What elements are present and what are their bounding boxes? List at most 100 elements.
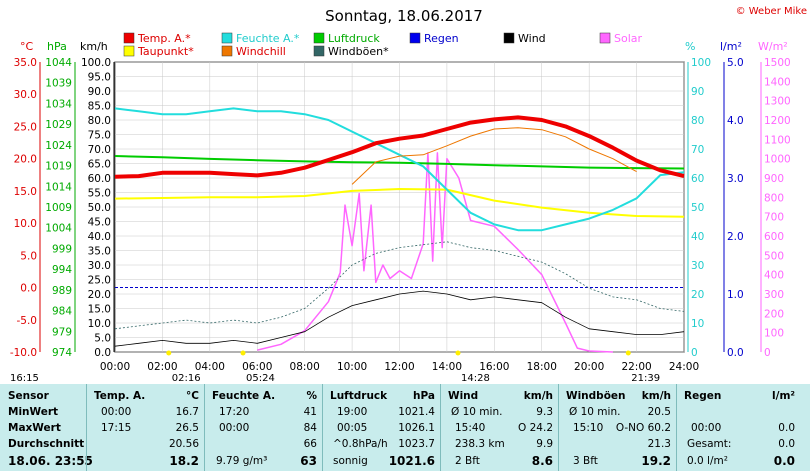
wind-tick-label: 55.0	[88, 188, 111, 200]
solar-tick-label: 300	[764, 289, 784, 301]
wind-tick-label: 40.0	[88, 231, 111, 243]
pressure-tick-label: 1009	[45, 202, 72, 214]
solar-tick-label: 500	[764, 250, 784, 262]
wind-tick-label: 45.0	[88, 217, 111, 229]
series-windchill	[351, 127, 637, 185]
wind-title: Wind	[448, 390, 479, 402]
legend-swatch	[503, 32, 515, 44]
hum-max: 84	[303, 422, 317, 434]
temp-unit: °C	[186, 390, 199, 402]
solar-tick-label: 1100	[764, 134, 791, 146]
row-labels-column: Sensor MinWert MaxWert Durchschnitt 18.0…	[0, 384, 93, 471]
press-current: 1021.6	[388, 454, 435, 468]
gust-max-time: 15:10	[573, 422, 604, 434]
solar-tick-label: 900	[764, 173, 784, 185]
solar-tick-label: 400	[764, 270, 784, 282]
marker-label: 14:28	[461, 373, 490, 384]
pressure-tick-label: 999	[52, 243, 72, 255]
rain-tick-label: 0.0	[727, 347, 744, 359]
marker-label: 21:39	[631, 373, 660, 384]
legend-label: Windchill	[236, 45, 286, 58]
min-label: MinWert	[8, 406, 59, 418]
legend-label: Solar	[614, 32, 643, 45]
wind-tick-label: 0.0	[94, 347, 111, 359]
rain-tick-label: 1.0	[727, 289, 744, 301]
humidity-tick-label: 50	[691, 202, 704, 214]
temp-tick-label: 20.0	[14, 154, 37, 166]
temp-tick-label: 5.0	[20, 250, 37, 262]
gust-unit: km/h	[641, 390, 671, 402]
press-min-time: 19:00	[337, 406, 368, 418]
x-tick-label: 08:00	[290, 361, 320, 373]
solar-tick-label: 700	[764, 212, 784, 224]
wind-tick-label: 10.0	[88, 318, 111, 330]
chart-legend: Temp. A.* Feuchte A.* Luftdruck Regen Wind So…	[123, 32, 643, 58]
pressure-tick-label: 989	[52, 285, 72, 297]
x-axis: 00:00 02:00 04:00 06:00 08:00 10:00 12:00 14:00…	[100, 361, 699, 373]
rain-val: 0.0	[778, 422, 795, 434]
pressure-tick-label: 1024	[45, 140, 72, 152]
press-state: sonnig	[333, 455, 368, 467]
legend-label: Temp. A.*	[137, 32, 191, 45]
wind-column: Wind km/h Ø 10 min. 9.3 15:40 O 24.2 238…	[440, 384, 559, 471]
wind-tick-label: 95.0	[88, 72, 111, 84]
pressure-tick-label: 1014	[45, 181, 72, 193]
wind-tick-label: 5.0	[94, 333, 111, 345]
marker-label: 02:16	[172, 373, 201, 384]
wind-unit: km/h	[523, 390, 553, 402]
copyright-label: © Weber Mike	[736, 6, 807, 17]
wind-avg10-label: Ø 10 min.	[451, 406, 503, 418]
x-tick-label: 02:00	[147, 361, 177, 373]
series-solar	[257, 152, 613, 353]
humidity-tick-label: 20	[691, 289, 704, 301]
temp-tick-label: 15.0	[14, 186, 37, 198]
rain-tick-label: 2.0	[727, 231, 744, 243]
wind-tick-label: 60.0	[88, 173, 111, 185]
rain-title: Regen	[684, 390, 722, 402]
x-tick-label: 12:00	[384, 361, 414, 373]
temp-min: 16.7	[175, 406, 199, 418]
legend-label: Windböen*	[328, 45, 389, 58]
humidity-tick-label: 40	[691, 231, 704, 243]
rain-time: 00:00	[691, 422, 722, 434]
wind-unit: km/h	[80, 40, 108, 53]
temp-unit: °C	[20, 40, 34, 53]
solar-tick-label: 1500	[764, 57, 791, 69]
wind-distance: 238.3 km	[455, 438, 505, 450]
wind-tick-label: 90.0	[88, 86, 111, 98]
summary-table: Sensor MinWert MaxWert Durchschnitt 18.0…	[0, 384, 810, 471]
hum-current: 63	[300, 454, 317, 468]
gust-max: O-NO 60.2	[615, 422, 671, 434]
x-tick-label: 24:00	[669, 361, 699, 373]
x-tick-label: 04:00	[195, 361, 225, 373]
press-avg: 1023.7	[398, 438, 435, 450]
time-markers: 02:16 05:24 14:28 21:39	[166, 350, 660, 384]
solar-tick-label: 1300	[764, 96, 791, 108]
marker-dot	[455, 350, 461, 356]
hum-abs: 9.79 g/m³	[216, 455, 268, 467]
temp-column: Temp. A. °C 00:00 16.7 17:15 26.5 20.56 …	[86, 384, 205, 471]
wind-tick-label: 35.0	[88, 246, 111, 258]
press-max: 1026.1	[398, 422, 435, 434]
series-temp-a	[114, 115, 685, 179]
rain-current-label: 0.0 l/m²	[687, 455, 728, 467]
temp-tick-label: 10.0	[14, 218, 37, 230]
humidity-tick-label: 70	[691, 144, 704, 156]
solar-unit: W/m²	[758, 40, 788, 53]
temp-tick-label: 35.0	[14, 57, 37, 69]
press-unit: hPa	[413, 390, 435, 402]
legend-label: Luftdruck	[328, 32, 380, 45]
hum-min-time: 17:20	[219, 406, 250, 418]
temp-tick-label: -5.0	[17, 315, 38, 327]
hum-title: Feuchte A.	[212, 390, 276, 402]
pressure-tick-label: 1029	[45, 119, 72, 131]
humidity-tick-label: 100	[691, 57, 711, 69]
marker-dot	[166, 350, 172, 356]
solar-tick-label: 100	[764, 328, 784, 340]
series-feuchte-a	[114, 107, 685, 232]
gust-avg: 21.3	[647, 438, 671, 450]
series-windb-en	[114, 241, 685, 330]
wind-tick-label: 30.0	[88, 260, 111, 272]
solar-tick-label: 1400	[764, 76, 791, 88]
rain-column: Regen l/m² 00:00 0.0 Gesamt: 0.0 0.0 l/m…	[676, 384, 810, 471]
